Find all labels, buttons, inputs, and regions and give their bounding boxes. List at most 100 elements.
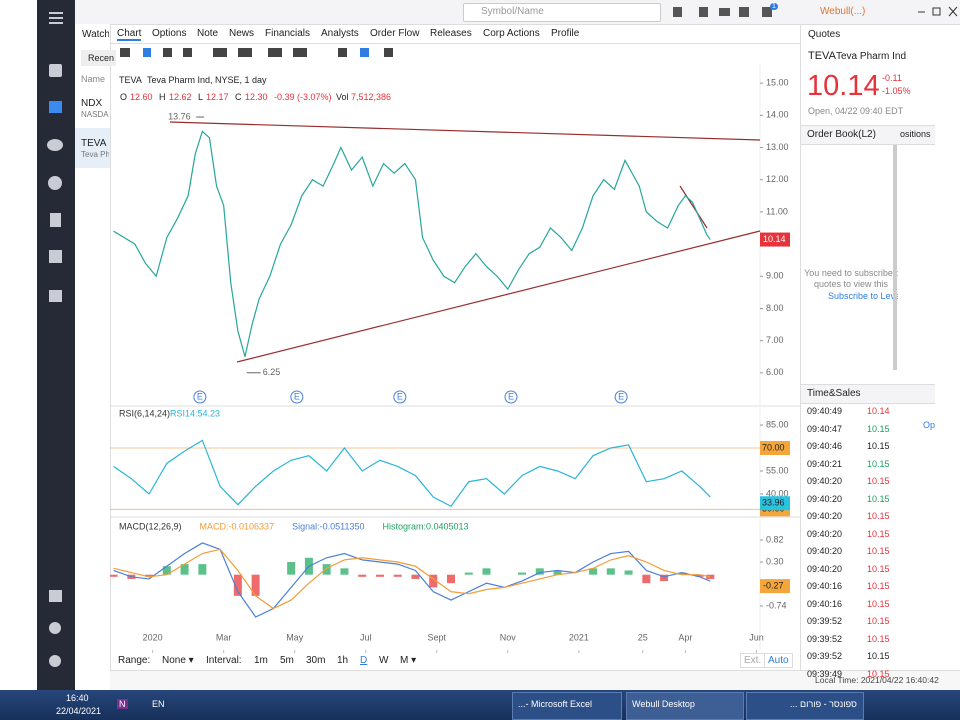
interval[interactable]: 1h	[337, 655, 349, 666]
top-bar	[75, 0, 960, 25]
search-box[interactable]	[463, 3, 661, 22]
range-label: Range:	[118, 655, 151, 666]
ohlc-value: 12.30	[245, 92, 268, 102]
macd-signal-reading: Signal:-0.0511350	[292, 521, 364, 531]
clock-date: 22/04/2021	[56, 706, 102, 716]
name: NASDAQ	[81, 110, 109, 119]
tab[interactable]: Options	[152, 28, 187, 39]
tab-bar	[110, 24, 800, 44]
side-link[interactable]: Op	[923, 420, 936, 430]
y-tick-label: 8.00	[766, 303, 784, 313]
symbol[interactable]: TEVA	[81, 138, 107, 149]
y-tick-label: 13.00	[766, 142, 789, 152]
trade-time: 09:40:16	[807, 598, 843, 609]
quote-symbol: TEVA	[808, 50, 836, 62]
trade-price: 10.15	[867, 423, 890, 434]
tab[interactable]: Note	[197, 28, 219, 39]
drawing-toolbar	[120, 48, 393, 57]
x-tick-label: 2021	[569, 632, 589, 642]
histogram-bar	[642, 574, 651, 584]
tab[interactable]: Corp Actions	[483, 28, 540, 39]
window-controls[interactable]	[915, 4, 960, 20]
histogram-bar	[393, 574, 402, 577]
histogram-bar	[553, 570, 562, 575]
status-bar-right	[800, 670, 960, 691]
trend-line	[679, 185, 708, 229]
tab[interactable]: Order Flow	[370, 28, 420, 39]
auto-button[interactable]: Auto	[764, 653, 793, 668]
x-tick-label: Jun	[749, 632, 764, 642]
x-tick-label: Sept	[428, 632, 447, 642]
event-label: E	[197, 391, 203, 401]
time-sales-title: Time&Sales	[807, 388, 861, 399]
interval[interactable]: 30m	[306, 655, 326, 666]
ohlc-label: L	[198, 92, 204, 102]
event-marker	[614, 390, 628, 404]
trade-time: 09:40:20	[807, 546, 843, 556]
event-marker	[504, 390, 518, 404]
y-tick-label: 40.00	[766, 488, 789, 498]
histogram-bar	[287, 562, 296, 575]
x-tick-label: Jul	[360, 632, 372, 642]
order-book-title[interactable]: Order Book(L2)	[807, 129, 876, 140]
tab[interactable]: Releases	[430, 28, 472, 39]
positions-tab[interactable]: ositions	[900, 129, 931, 139]
trade-time: 09:40:20	[807, 493, 843, 504]
y-tick-label: 0.82	[766, 534, 784, 544]
histogram-bar	[660, 574, 669, 582]
trade-price: 10.15	[867, 581, 890, 591]
column-header: Name	[81, 74, 106, 84]
ohlc-value: 12.17	[206, 92, 229, 102]
histogram-bar	[464, 572, 473, 575]
trade-price: 10.15	[867, 441, 890, 451]
event-label: E	[397, 391, 403, 401]
interval[interactable]: 1m	[254, 655, 268, 666]
quotes-title: Quotes	[808, 29, 841, 40]
chart: 15.0014.0013.0012.0011.0010.009.008.007.…	[110, 63, 800, 653]
tab[interactable]: Analysts	[321, 28, 359, 39]
ohlc-label: H	[159, 92, 166, 102]
tab[interactable]: News	[229, 28, 255, 39]
event-label: E	[294, 391, 300, 401]
y-tick-label: 15.00	[766, 78, 789, 88]
histogram-bar	[340, 568, 349, 575]
macd-badge-label: -0.27	[763, 580, 784, 590]
subscribe-link[interactable]: Subscribe to Level	[828, 291, 898, 301]
y-tick-label: 55.00	[766, 465, 789, 475]
tab[interactable]: Chart	[117, 28, 142, 41]
volume-label: Vol	[336, 92, 349, 102]
rsi-badge-label: 33.96	[762, 498, 785, 508]
y-tick-label: 9.00	[766, 271, 784, 281]
interval-label: Interval:	[206, 655, 242, 666]
tab[interactable]: Profile	[551, 28, 580, 39]
interval[interactable]: 5m	[280, 655, 294, 666]
search-placeholder: Symbol/Name	[481, 6, 544, 17]
range-select[interactable]: None ▾	[162, 655, 194, 666]
rsi-badge	[760, 496, 790, 511]
histogram-bar	[429, 574, 438, 588]
histogram-bar	[375, 574, 384, 577]
ext-button[interactable]: Ext.	[740, 653, 766, 668]
trade-time: 09:40:46	[807, 441, 843, 451]
interval[interactable]: W	[379, 655, 389, 666]
ohlc-label: O	[120, 92, 128, 102]
ohlc-value: 12.60	[130, 92, 153, 102]
filter[interactable]: Recen	[81, 50, 116, 66]
volume: 7,512,386	[351, 92, 392, 102]
interval[interactable]: D	[360, 655, 368, 666]
x-tick-label: 25	[638, 632, 648, 642]
toolbar-icons	[673, 7, 772, 17]
app-badge: N	[117, 699, 128, 709]
trade-price: 10.15	[867, 476, 890, 486]
trade-price: 10.15	[867, 458, 890, 469]
watchlist-tab: Watchli	[82, 29, 109, 40]
trade-time: 09:39:49	[807, 668, 843, 679]
tab[interactable]: Financials	[265, 28, 311, 39]
trade-time: 09:40:49	[807, 406, 843, 416]
symbol[interactable]: NDX	[81, 98, 103, 109]
trend-line	[169, 121, 761, 141]
y-tick-label: 0.30	[766, 556, 784, 566]
trade-time: 09:40:47	[807, 423, 843, 434]
x-tick-label: Apr	[678, 632, 692, 642]
interval[interactable]: M ▾	[400, 655, 417, 666]
